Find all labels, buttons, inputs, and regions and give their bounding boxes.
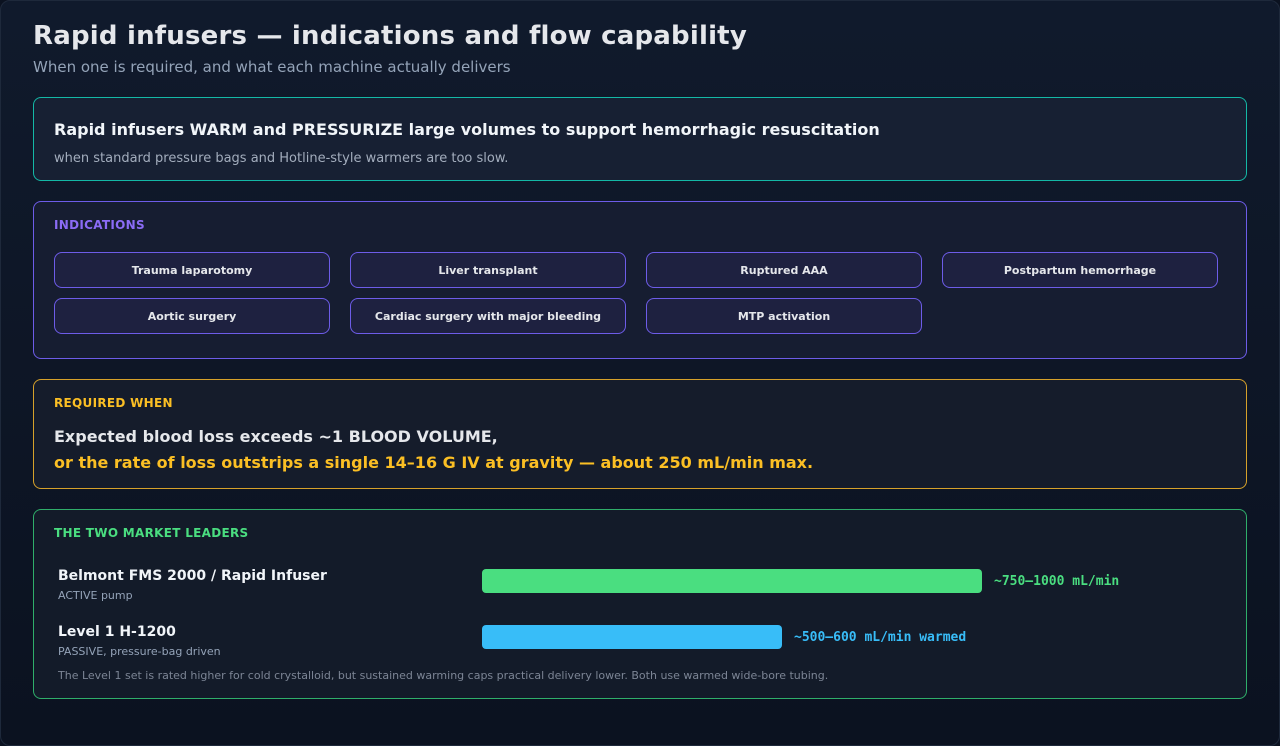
page-subtitle: When one is required, and what each mach…	[33, 58, 511, 76]
indication-chip-postpartum-hemorrhage: Postpartum hemorrhage	[942, 252, 1218, 288]
indication-chip-cardiac-surgery: Cardiac surgery with major bleeding	[350, 298, 626, 334]
indication-chip-aortic-surgery: Aortic surgery	[54, 298, 330, 334]
market-leaders-panel: THE TWO MARKET LEADERS Belmont FMS 2000 …	[33, 509, 1247, 699]
summary-detail: when standard pressure bags and Hotline-…	[54, 151, 509, 166]
flow-bar-level1	[482, 625, 782, 649]
flow-label-level1: ~500–600 mL/min warmed	[794, 630, 967, 645]
market-leaders-note: The Level 1 set is rated higher for cold…	[58, 669, 829, 682]
summary-panel: Rapid infusers WARM and PRESSURIZE large…	[33, 97, 1247, 181]
device-name-belmont: Belmont FMS 2000 / Rapid Infuser	[58, 568, 327, 584]
market-leaders-label: THE TWO MARKET LEADERS	[54, 526, 249, 540]
flow-bar-belmont	[482, 569, 982, 593]
indication-chip-liver-transplant: Liver transplant	[350, 252, 626, 288]
indication-chip-mtp-activation: MTP activation	[646, 298, 922, 334]
page-title: Rapid infusers — indications and flow ca…	[33, 21, 747, 51]
required-when-label: REQUIRED WHEN	[54, 396, 173, 410]
indication-chip-trauma-laparotomy: Trauma laparotomy	[54, 252, 330, 288]
device-subtitle-level1: PASSIVE, pressure-bag driven	[58, 645, 221, 658]
flow-label-belmont: ~750–1000 mL/min	[994, 574, 1120, 589]
required-when-line2: or the rate of loss outstrips a single 1…	[54, 453, 814, 472]
required-when-line1: Expected blood loss exceeds ~1 BLOOD VOL…	[54, 427, 498, 446]
required-when-panel: REQUIRED WHEN Expected blood loss exceed…	[33, 379, 1247, 489]
indications-label: INDICATIONS	[54, 218, 145, 232]
indication-chip-ruptured-aaa: Ruptured AAA	[646, 252, 922, 288]
device-subtitle-belmont: ACTIVE pump	[58, 589, 133, 602]
summary-headline: Rapid infusers WARM and PRESSURIZE large…	[54, 120, 880, 139]
indications-panel: INDICATIONS Trauma laparotomy Liver tran…	[33, 201, 1247, 359]
device-name-level1: Level 1 H-1200	[58, 624, 176, 640]
